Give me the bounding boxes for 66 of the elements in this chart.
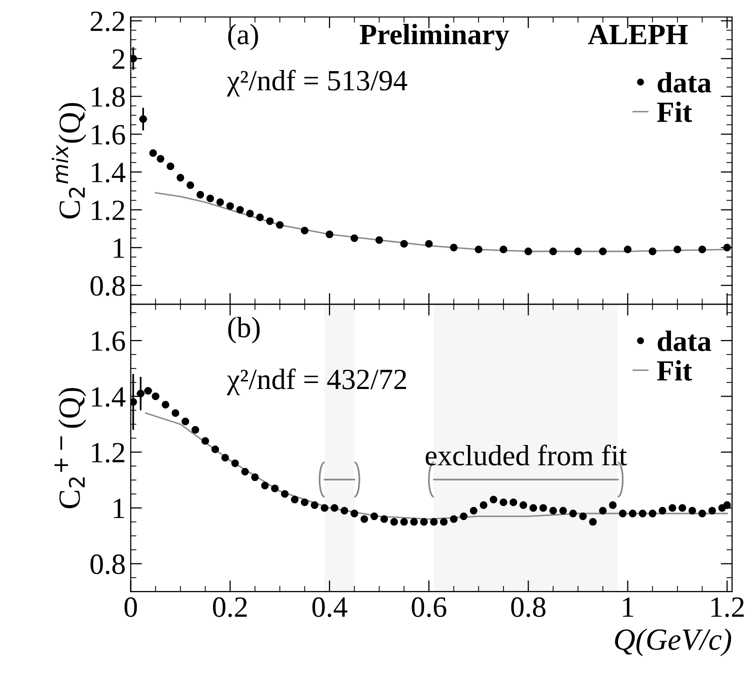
point	[425, 240, 433, 248]
point	[599, 248, 607, 256]
point	[216, 198, 224, 206]
y-tick-label: 1.2	[92, 442, 124, 463]
annotation: (b)	[228, 316, 260, 344]
annotation: χ²/ndf = 432/72	[226, 368, 406, 396]
point	[698, 246, 706, 254]
x-tick-label: 0.4	[312, 597, 348, 618]
point	[450, 244, 458, 252]
legend-label: Fit	[657, 360, 692, 381]
y-tick-label: 1	[114, 238, 124, 258]
point	[500, 246, 508, 254]
point	[375, 236, 384, 244]
point	[156, 154, 164, 163]
x-axis-title: Q(GeV/c)	[614, 628, 732, 656]
y-tick-label: 1.4	[92, 162, 126, 183]
point	[524, 248, 532, 256]
point	[400, 240, 408, 248]
x-tick-label: 0.8	[511, 597, 546, 618]
x-tick-label: 1	[622, 597, 634, 617]
point	[256, 214, 264, 222]
point	[674, 246, 682, 254]
y-tick-label: 1.8	[92, 87, 125, 107]
point	[648, 248, 656, 256]
legend-label: data	[658, 330, 712, 352]
point	[226, 202, 234, 210]
point	[149, 149, 157, 157]
y-tick-label: 1.6	[92, 124, 125, 145]
x-tick-label: 0.2	[213, 597, 247, 618]
point	[176, 174, 184, 182]
y-tick-label: 0.8	[90, 276, 125, 296]
band-label: excluded from fit	[426, 444, 627, 466]
point	[574, 248, 582, 256]
point	[474, 246, 482, 254]
point	[186, 181, 194, 190]
annotation: Preliminary	[360, 24, 510, 50]
x-tick-label: 0.6	[412, 597, 446, 618]
y-tick-label: 1.4	[92, 387, 126, 407]
point	[300, 226, 308, 234]
y-tick-label: 0.8	[90, 554, 125, 574]
point	[166, 162, 174, 170]
point	[723, 244, 731, 252]
y-tick-label: 2.2	[90, 12, 124, 32]
y-tick-label: 1	[114, 498, 124, 518]
legend-label: Fit	[657, 102, 692, 122]
point	[549, 248, 557, 256]
y-axis-title: C$_{2}$$^{mix}$(Q)	[52, 103, 86, 219]
point	[206, 194, 214, 202]
legend-label: data	[658, 72, 712, 93]
y-tick-label: 1.2	[92, 200, 124, 220]
point	[236, 206, 244, 214]
point	[246, 210, 254, 218]
point	[350, 234, 358, 242]
x-tick-label: 1.2	[711, 597, 744, 618]
y-tick-label: 1.6	[92, 331, 125, 352]
point	[624, 246, 632, 254]
point	[196, 190, 204, 198]
annotation: (a)	[228, 24, 258, 50]
y-axis-title: C$_{2}$$^{+−}$(Q)	[54, 388, 86, 508]
point	[266, 217, 274, 225]
annotation: χ²/ndf = 513/94	[226, 70, 408, 96]
annotation: ALEPH	[588, 24, 688, 44]
x-tick-label: 0	[124, 597, 137, 617]
point	[276, 221, 284, 229]
y-tick-label: 2	[112, 49, 124, 69]
point	[326, 230, 334, 238]
